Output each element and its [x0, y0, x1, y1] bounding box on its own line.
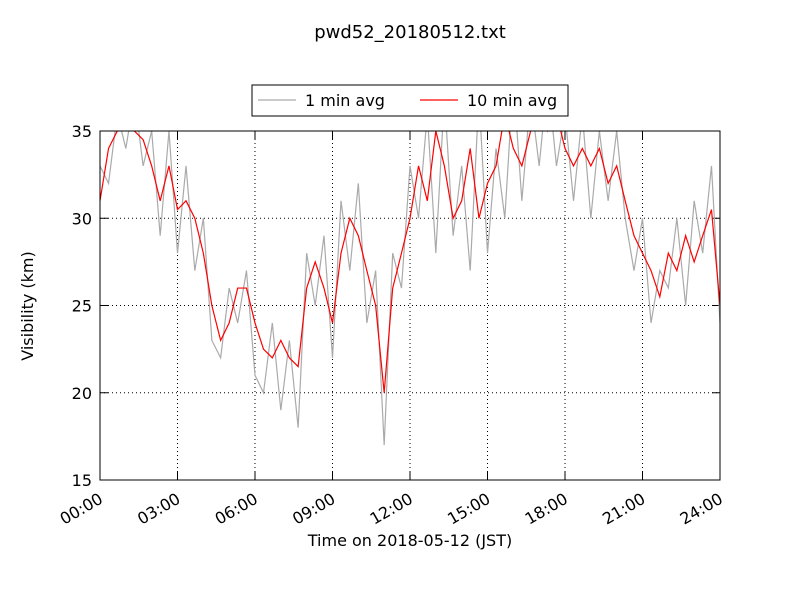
line-series	[100, 131, 720, 446]
x-tick-label: 00:00	[57, 489, 106, 529]
x-tick-label: 12:00	[367, 489, 416, 529]
line-series	[100, 131, 720, 393]
legend-box	[251, 84, 569, 117]
y-axis-label: Visibility (km)	[18, 251, 37, 360]
y-tick-label: 30	[72, 209, 92, 228]
x-tick-label: 18:00	[522, 489, 571, 529]
x-tick-label: 15:00	[444, 489, 493, 529]
x-axis-label: Time on 2018-05-12 (JST)	[307, 531, 512, 550]
plot-area	[100, 131, 720, 446]
legend-label: 1 min avg	[305, 91, 385, 110]
x-tick-label: 09:00	[289, 489, 338, 529]
legend-label: 10 min avg	[467, 91, 557, 110]
x-tick-label: 03:00	[134, 489, 183, 529]
y-tick-label: 35	[72, 122, 92, 141]
x-tick-label: 06:00	[212, 489, 261, 529]
x-tick-label: 24:00	[677, 489, 726, 529]
y-tick-label: 20	[72, 384, 92, 403]
x-tick-label: 21:00	[599, 489, 648, 529]
plot-frame	[99, 130, 721, 481]
y-tick-label: 25	[72, 297, 92, 316]
chart-title: pwd52_20180512.txt	[314, 22, 506, 43]
y-tick-label: 15	[72, 471, 92, 490]
